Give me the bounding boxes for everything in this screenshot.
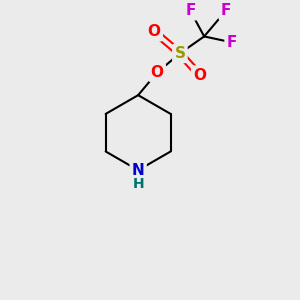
Text: F: F [185,3,196,18]
Text: O: O [193,68,206,82]
Text: H: H [132,177,144,191]
Text: S: S [174,46,185,61]
Text: O: O [148,24,161,39]
Text: F: F [226,35,237,50]
Text: F: F [221,3,231,18]
Text: O: O [151,65,164,80]
Text: N: N [132,163,145,178]
